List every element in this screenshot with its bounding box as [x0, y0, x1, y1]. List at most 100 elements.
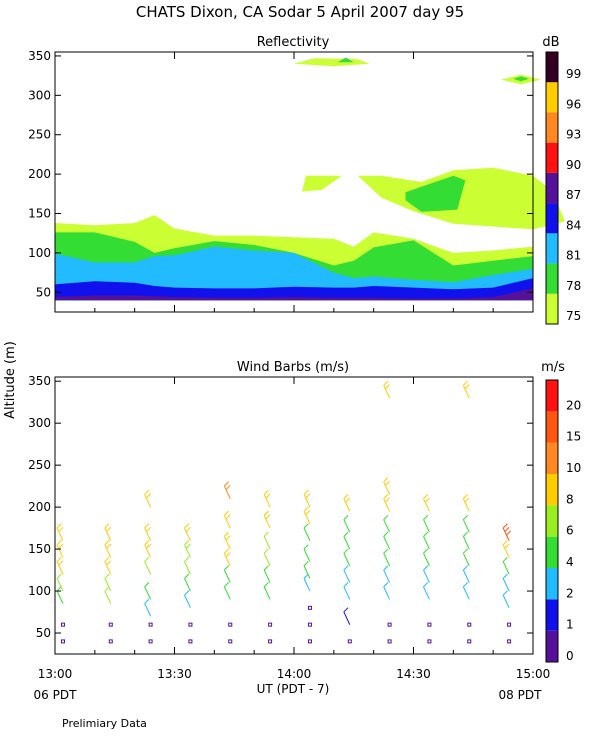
wind-barb [303, 506, 311, 525]
wind-barb [56, 523, 64, 541]
reflectivity-ytick-label-5: 300 [28, 88, 51, 102]
wind-barb [188, 639, 193, 644]
wind-barb [387, 639, 392, 644]
wind-barb [303, 561, 311, 579]
wind-barb [263, 582, 271, 600]
wind-barb [383, 494, 391, 512]
wind-barb [427, 622, 432, 627]
reflectivity-colorbar-cell-4 [546, 172, 558, 204]
wind-barb [423, 548, 430, 567]
wind-barb [462, 515, 470, 533]
wind-barb [343, 607, 351, 625]
windbarb-ytick-label-3: 200 [28, 500, 51, 514]
wind-barb [148, 639, 153, 644]
windbarb-colorbar-cell-5 [546, 474, 558, 506]
reflectivity-colorbar-label-6: 93 [566, 128, 581, 142]
wind-barb [144, 582, 152, 600]
wind-barb [502, 590, 510, 609]
wind-barb [462, 494, 470, 512]
reflectivity-colorbar-label-5: 90 [566, 158, 581, 172]
reflectivity-blob-4 [337, 57, 354, 63]
reflectivity-colorbar-frame [545, 51, 559, 325]
x-end-label: 08 PDT [499, 688, 543, 702]
wind-barb [383, 565, 391, 583]
wind-barb [184, 540, 191, 558]
wind-barb [104, 573, 112, 592]
wind-barb [144, 489, 152, 508]
shared-y-axis-label: Altitude (m) [3, 341, 18, 419]
wind-barb [383, 531, 391, 550]
wind-barb [502, 573, 510, 592]
wind-barb [387, 622, 392, 627]
windbarb-ytick-label-5: 300 [28, 416, 51, 430]
wind-barb [104, 540, 112, 558]
windbarb-colorbar-cell-7 [546, 411, 558, 443]
wind-barb [343, 565, 351, 583]
wind-barb [423, 565, 430, 583]
wind-barb [423, 515, 430, 533]
wind-barb [467, 622, 472, 627]
windbarb-colorbar-label-3: 4 [566, 555, 574, 569]
reflectivity-y-ticks: 50 100 150 200 250 300 350 [28, 49, 533, 299]
wind-barb [268, 622, 273, 627]
wind-barb [263, 548, 271, 567]
windbarb-colorbar-label-6: 10 [566, 461, 581, 475]
windbarb-colorbar-unit: m/s [541, 360, 565, 375]
wind-barb [60, 622, 65, 627]
wind-barb [228, 622, 233, 627]
reflectivity-ytick-label-1: 100 [28, 246, 51, 260]
reflectivity-colorbar-label-7: 96 [566, 97, 581, 111]
wind-barb [223, 582, 231, 600]
windbarb-ytick-label-0: 50 [36, 626, 51, 640]
reflectivity-colorbar-cell-6 [546, 112, 558, 143]
wind-barb [263, 489, 271, 508]
windbarb-colorbar-label-4: 6 [566, 524, 574, 538]
reflectivity-title: Reflectivity [257, 35, 330, 50]
windbarb-xtick-label-2: 14:00 [277, 667, 312, 681]
wind-barb [263, 510, 271, 529]
wind-barb [307, 605, 312, 610]
reflectivity-band-b84 [55, 278, 533, 301]
wind-barb [343, 515, 351, 533]
wind-barb [303, 573, 311, 592]
windbarb-colorbar-label-5: 8 [566, 492, 574, 506]
wind-barb [343, 494, 351, 512]
wind-barb [427, 639, 432, 644]
windbarb-colorbar-label-1: 1 [566, 618, 574, 632]
wind-barb [144, 556, 152, 575]
wind-barb [184, 523, 191, 541]
wind-barb [502, 523, 512, 541]
wind-barb [383, 582, 391, 600]
reflectivity-colorbar-label-3: 84 [566, 218, 581, 232]
windbarb-colorbar-cell-4 [546, 505, 558, 537]
wind-barb [462, 582, 470, 600]
reflectivity-blob-6 [513, 76, 529, 82]
wind-barb [56, 540, 64, 558]
wind-barb [343, 548, 351, 567]
reflectivity-blob-3 [294, 58, 370, 67]
wind-barb [184, 573, 191, 592]
windbarb-colorbar-frame [545, 379, 559, 663]
reflectivity-colorbar-label-2: 81 [566, 249, 581, 263]
reflectivity-band-b81 [55, 246, 533, 301]
wind-barb [467, 639, 472, 644]
reflectivity-ytick-label-4: 250 [28, 128, 51, 142]
wind-barb [144, 540, 152, 558]
x-start-label: 06 PDT [34, 688, 78, 702]
wind-barb [307, 622, 312, 627]
reflectivity-blob-2 [405, 175, 466, 212]
wind-barb [184, 590, 191, 609]
reflectivity-x-ticks [54, 52, 534, 312]
wind-barb [347, 639, 352, 644]
reflectivity-colorbar-label-0: 75 [566, 309, 581, 323]
reflectivity-colorbar-cell-3 [546, 203, 558, 234]
wind-barb [423, 582, 430, 600]
wind-barb [223, 565, 231, 583]
windbarb-colorbar-label-0: 0 [566, 649, 574, 663]
windbarb-ytick-label-1: 100 [28, 584, 51, 598]
wind-barb [108, 639, 113, 644]
windbarb-title: Wind Barbs (m/s) [237, 360, 349, 375]
windbarb-ytick-label-4: 250 [28, 458, 51, 472]
reflectivity-colorbar-cell-1 [546, 263, 558, 294]
reflectivity-colorbar-label-4: 87 [566, 188, 581, 202]
